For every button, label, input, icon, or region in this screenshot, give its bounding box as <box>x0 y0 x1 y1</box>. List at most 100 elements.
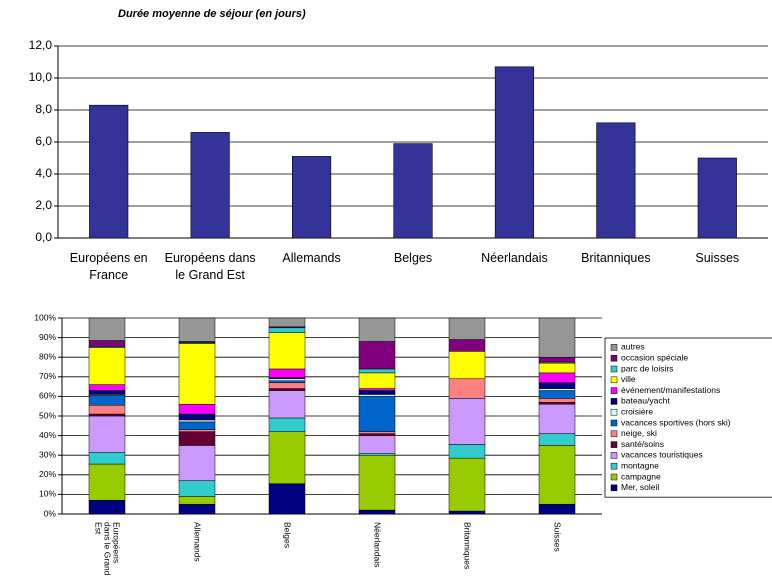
legend-label: santé/soins <box>621 439 664 449</box>
bar-segment <box>88 452 126 465</box>
bar-segment <box>88 390 126 395</box>
legend-label: montagne <box>621 460 659 470</box>
legend-swatch <box>610 484 618 492</box>
y-tick-label: 100% <box>34 312 56 322</box>
bar-segment <box>538 317 576 358</box>
bar-segment <box>88 415 126 453</box>
bar-segment <box>358 452 396 456</box>
bar-segment <box>358 341 396 370</box>
y-tick-label: 6,0 <box>35 134 52 148</box>
y-tick-label: 2,0 <box>35 198 52 212</box>
legend-swatch <box>610 419 618 427</box>
bar-segment <box>538 402 576 405</box>
bar-segment <box>88 463 126 501</box>
bar-segment <box>448 398 486 445</box>
bar-segment <box>358 433 396 436</box>
bar-segment <box>178 317 216 342</box>
y-tick-label: 20% <box>39 469 56 479</box>
bar-segment <box>358 509 396 515</box>
bar-segment <box>448 317 486 340</box>
legend-label: parc de loisirs <box>621 363 673 373</box>
y-tick-label: 0,0 <box>35 230 52 244</box>
legend-label: bateau/yacht <box>621 396 670 406</box>
bar <box>393 143 433 239</box>
bar-segment <box>448 339 486 352</box>
bar-segment <box>178 496 216 505</box>
bar-segment <box>268 368 306 379</box>
y-tick-label: 60% <box>39 391 56 401</box>
bar-segment <box>268 327 306 333</box>
x-tick-label: Belges <box>393 251 433 265</box>
bar-segment <box>358 435 396 454</box>
bar <box>596 122 636 239</box>
bar-segment <box>358 454 396 511</box>
bar-segment <box>448 510 486 515</box>
bar-segment <box>538 403 576 434</box>
bar-segment <box>358 368 396 374</box>
legend-swatch <box>610 473 618 481</box>
bar-segment <box>88 317 126 341</box>
bar-segment <box>178 403 216 415</box>
legend-label: ville <box>621 374 636 384</box>
y-tick-label: 0% <box>44 508 57 518</box>
bar-segment <box>358 317 396 342</box>
legend-label: Mer, soleil <box>621 482 659 492</box>
bar-segment <box>538 372 576 383</box>
legend-swatch <box>610 376 618 384</box>
legend-label: neige, ski <box>621 428 657 438</box>
bar-segment <box>538 445 576 505</box>
bar-segment <box>538 390 576 399</box>
x-tick-label: Suisses <box>695 251 740 265</box>
legend-swatch <box>610 365 618 373</box>
bar-segment <box>178 503 216 515</box>
bar-segment <box>178 445 216 481</box>
bar <box>291 156 332 239</box>
bar-segment <box>448 457 486 512</box>
bar-segment <box>448 378 486 399</box>
y-tick-label: 50% <box>39 410 56 420</box>
x-tick-label: Britanniques <box>462 522 473 570</box>
bar-segment <box>178 429 216 432</box>
legend-label: campagne <box>621 471 661 481</box>
legend-swatch <box>610 452 618 459</box>
x-tick-label: Européens dans le Grand Est <box>93 522 122 576</box>
bar <box>494 66 534 239</box>
bar-segment <box>268 390 306 419</box>
bar-segment <box>178 431 216 446</box>
bar-segment <box>268 378 306 381</box>
y-tick-label: 4,0 <box>35 166 52 180</box>
bar-segment <box>268 388 306 391</box>
y-tick-label: 8,0 <box>35 102 52 116</box>
y-tick-label: 10% <box>39 489 56 499</box>
legend-swatch <box>610 398 618 405</box>
legend-label: autres <box>621 342 645 352</box>
bar-segment <box>268 417 306 432</box>
bar-segment <box>358 396 396 432</box>
legend-label: occasion spéciale <box>621 352 688 362</box>
x-tick-label: Suisses <box>552 522 563 552</box>
x-tick-label: Allemands <box>192 522 203 562</box>
legend-swatch <box>610 344 618 351</box>
bar-segment <box>88 395 126 406</box>
bar-segment <box>88 404 126 415</box>
bar-segment <box>88 413 126 417</box>
bar-segment <box>538 362 576 374</box>
bar-segment <box>358 431 396 434</box>
bar-segment <box>358 388 396 391</box>
legend-label: croisière <box>621 406 653 416</box>
bar-segment <box>178 413 216 421</box>
y-tick-label: 12,0 <box>29 38 53 52</box>
x-tick-label: Néerlandais <box>372 522 383 568</box>
bar-segment <box>178 419 216 423</box>
bar-segment <box>88 340 126 347</box>
bar-segment <box>88 347 126 385</box>
x-tick-label: Européens en France <box>69 251 148 282</box>
bar-segment <box>88 500 126 515</box>
y-tick-label: 30% <box>39 449 56 459</box>
bar-segment <box>178 480 216 497</box>
y-tick-label: 90% <box>39 332 56 342</box>
y-tick-label: 80% <box>39 351 56 361</box>
legend-swatch <box>610 354 618 362</box>
chart-title: Durée moyenne de séjour (en jours) <box>118 8 306 20</box>
